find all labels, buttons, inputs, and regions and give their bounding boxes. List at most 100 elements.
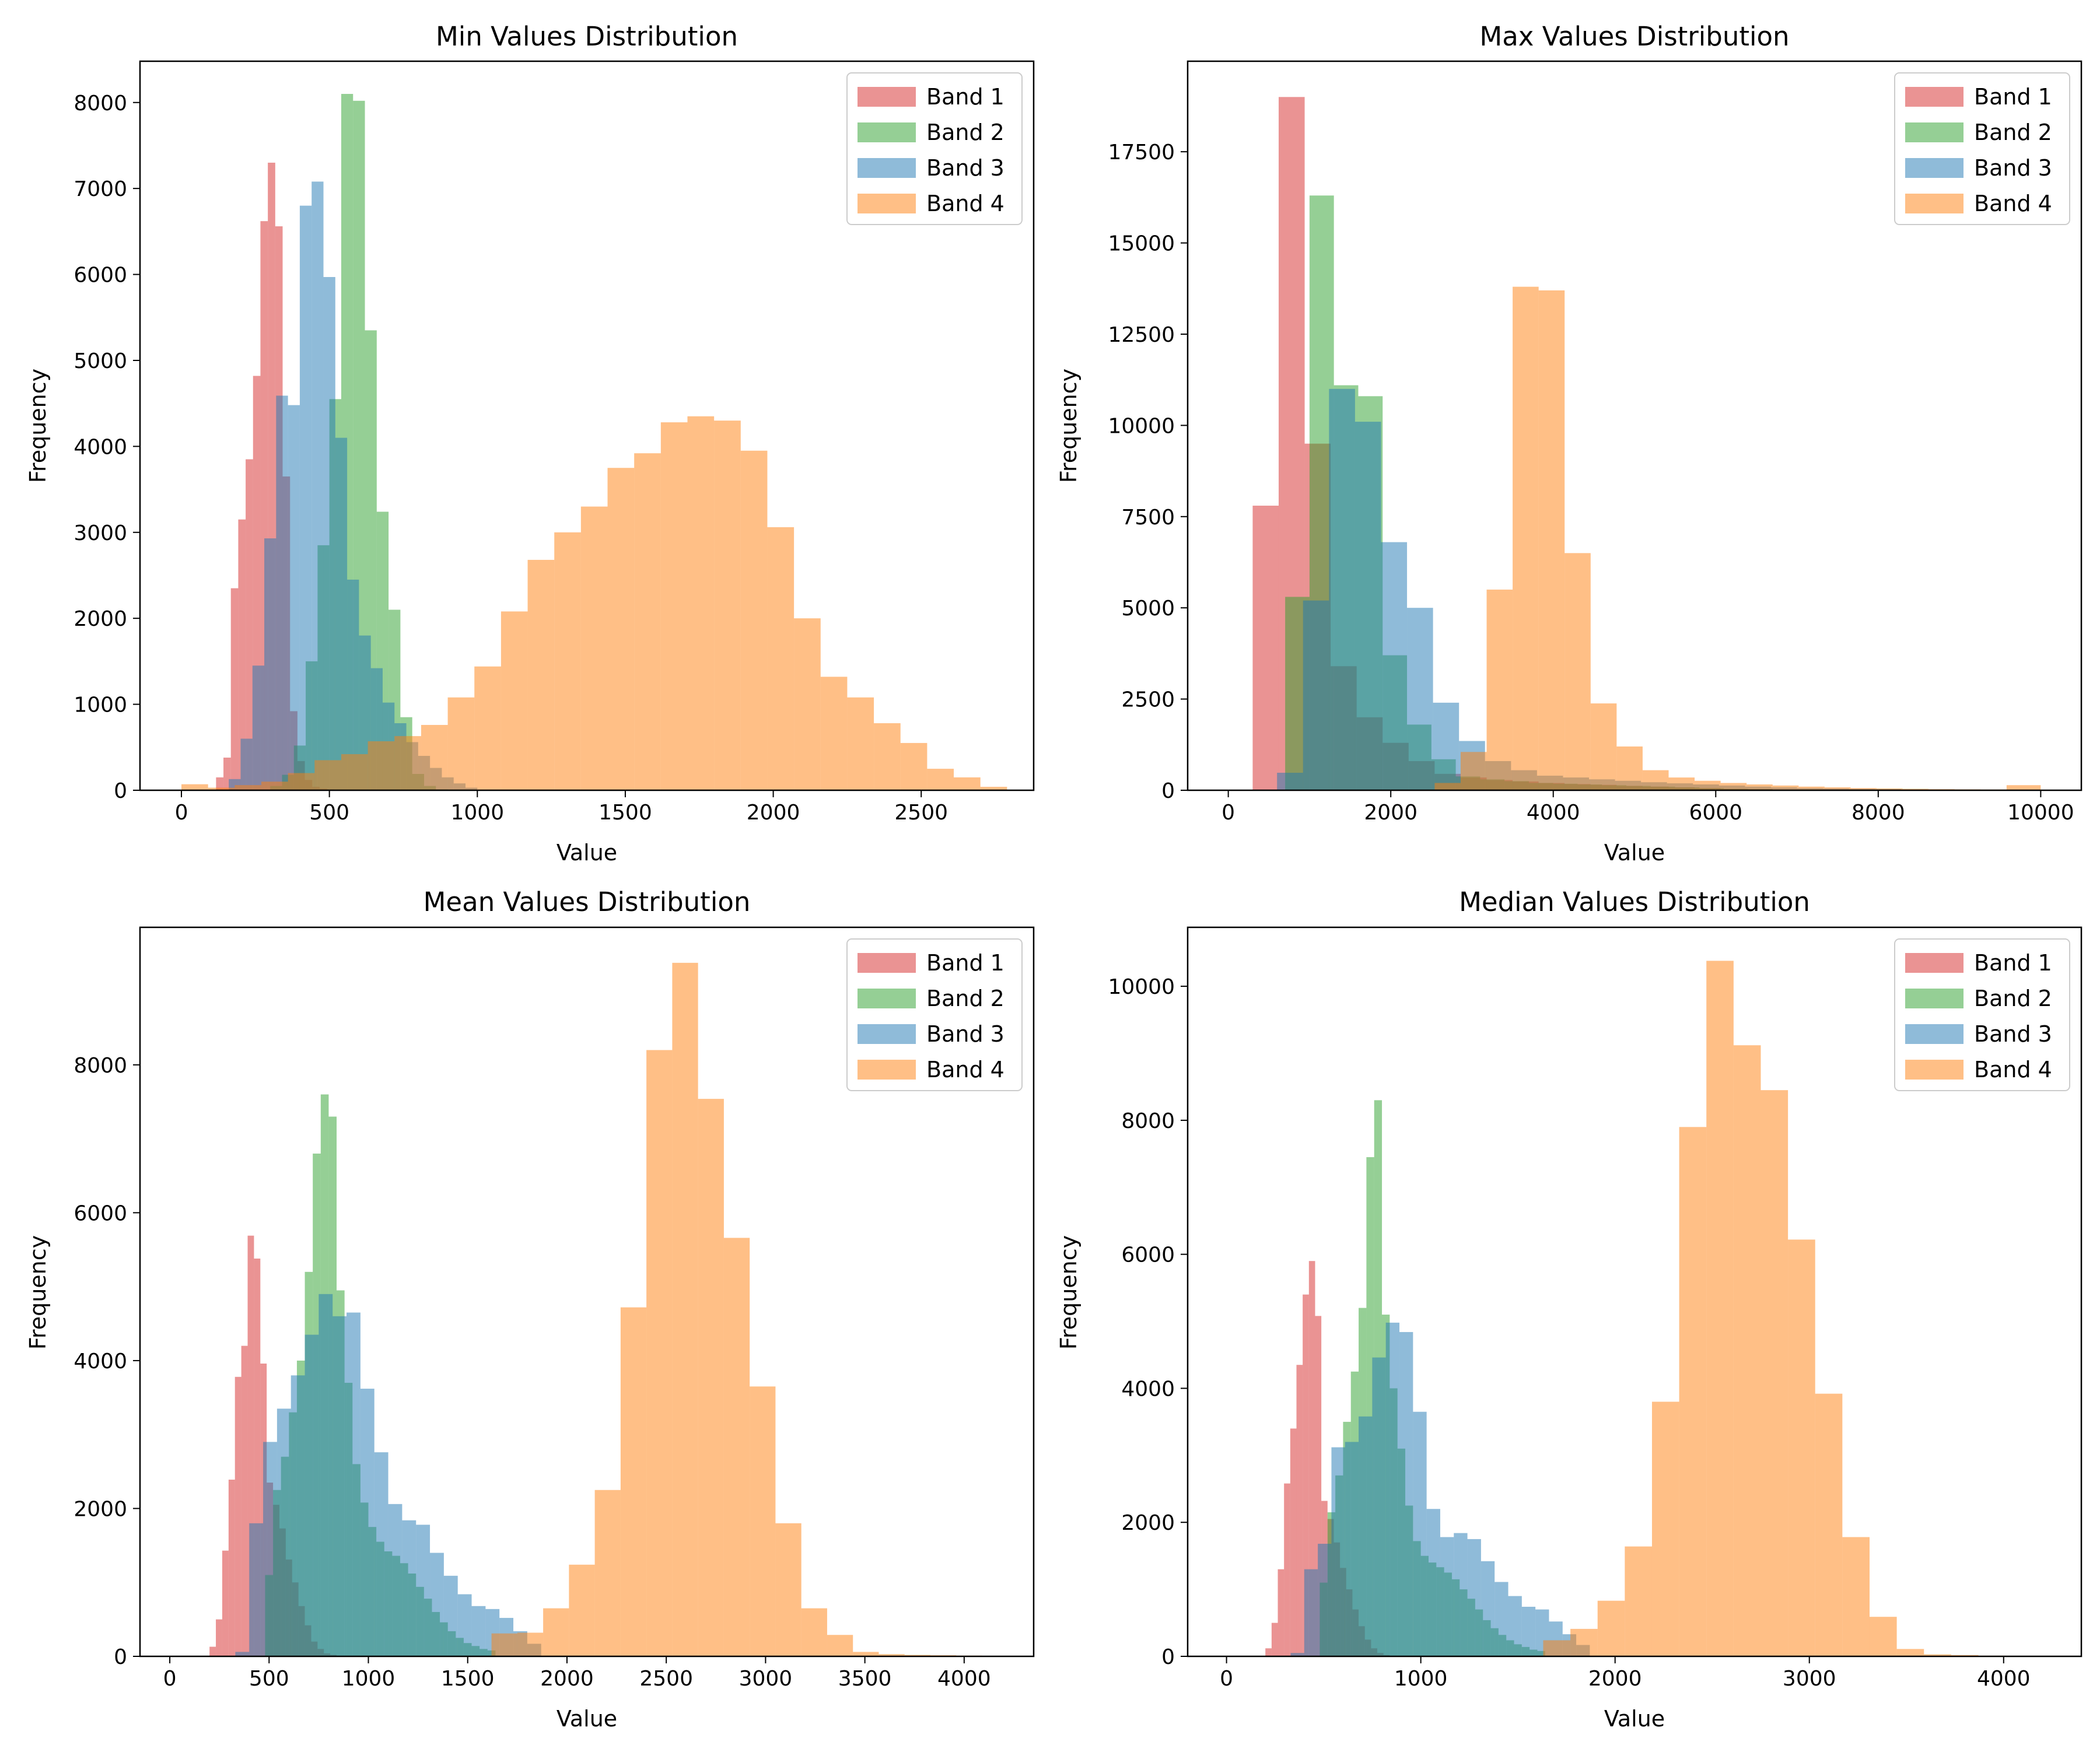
legend-label: Band 1 [1974,950,2052,976]
histogram-bar [1924,1654,1951,1656]
x-tick-label: 2500 [639,1667,693,1691]
histogram-bar [1284,1483,1290,1656]
histogram-bar [1303,600,1329,790]
bars-area [209,962,1008,1656]
histogram-bar [1467,1539,1481,1656]
histogram-bar [346,1312,360,1656]
histogram-bar [740,450,768,790]
histogram-bar [368,741,395,790]
histogram-bar [1679,1127,1707,1656]
histogram-bar [1508,1596,1522,1656]
x-axis-label: Value [556,840,617,866]
histogram-bar [249,1523,264,1656]
histogram-bar [235,1376,242,1656]
histogram-bar [927,769,954,790]
histogram-bar [714,421,741,790]
chart-title: Max Values Distribution [1479,21,1789,52]
legend-label: Band 2 [926,986,1005,1011]
x-tick-label: 2500 [894,801,948,825]
histogram-bar [1746,784,1773,790]
series-3-bars [1290,1322,1590,1656]
histogram-bar [1538,290,1565,790]
histogram-bar [980,787,1007,790]
series-4-bars [491,962,1008,1656]
histogram-bar [1304,1569,1318,1656]
y-tick-label: 10000 [1108,414,1175,438]
y-tick-label: 7500 [1121,506,1175,530]
histogram-bar [1413,1411,1427,1656]
histogram-bar [388,1504,402,1656]
histogram-bar [312,181,324,790]
histogram-bar [527,559,555,790]
y-axis-label: Frequency [25,369,51,483]
histogram-bar [954,777,981,790]
histogram-bar [2006,785,2041,790]
y-tick-label: 5000 [74,349,127,373]
histogram-bar [323,276,335,790]
histogram-bar [230,588,239,790]
histogram-bar [1896,1649,1924,1656]
histogram-bar [254,1258,261,1656]
legend-label: Band 4 [926,191,1005,216]
histogram-bar [1788,1239,1815,1656]
legend-box [1894,72,2070,225]
histogram-bar [304,1334,319,1656]
legend-label: Band 2 [926,120,1005,145]
x-tick-label: 3500 [838,1667,892,1691]
histogram-bar [1824,787,1851,790]
y-tick-label: 8000 [1121,1109,1175,1133]
histogram-bar [1772,785,1799,790]
histogram-bar [878,1654,905,1656]
x-tick-label: 6000 [1689,801,1742,825]
histogram-bar [1440,1537,1454,1656]
histogram-bar [1543,1640,1571,1656]
histogram-bar [1850,788,1877,790]
histogram-bar [264,538,276,790]
histogram-bar [904,1655,930,1656]
histogram-bar [247,1235,254,1656]
bars-area [1265,961,2033,1656]
histogram-bar [335,437,348,790]
y-tick-label: 8000 [74,1054,127,1078]
histogram-bar [276,1408,291,1656]
y-tick-label: 6000 [74,1201,127,1225]
histogram-bar [1642,770,1669,790]
median-values-chart: Median Values Distribution Value Frequen… [1056,886,2082,1732]
histogram-bar [1331,1447,1345,1656]
histogram-bar [1695,780,1721,790]
histogram-bar [1278,1569,1284,1656]
histogram-bar [246,459,253,790]
histogram-bar [687,416,715,790]
chart-title: Mean Values Distribution [424,886,751,917]
x-tick-label: 0 [1220,1667,1233,1691]
histogram-bar [1651,1401,1679,1656]
histogram-bar [1760,1090,1788,1656]
series-4-bars [1434,286,2041,790]
legend-swatch [858,989,916,1008]
legend-swatch [1905,953,1964,973]
plot-frame [1186,926,2082,1658]
x-tick-label: 0 [163,1667,177,1691]
histogram-bar [1597,1600,1625,1656]
legend-swatch [1905,989,1964,1008]
histogram-bar [1381,542,1408,790]
x-tick-label: 0 [175,801,188,825]
histogram-bar [241,1345,248,1656]
x-tick-label: 3000 [1783,1667,1836,1691]
histogram-bar [1290,1428,1297,1656]
histogram-bar [332,1316,347,1656]
y-tick-label: 0 [114,779,127,803]
histogram-bar [216,777,224,790]
y-tick-label: 2000 [1121,1511,1175,1535]
histogram-bar [594,1490,621,1656]
histogram-bar [820,677,848,790]
histogram-bar [1877,788,1903,790]
legend-label: Band 4 [1974,1057,2052,1082]
histogram-bar [543,1608,569,1656]
series-4-bars [1543,961,2033,1656]
y-tick-label: 0 [1161,779,1175,803]
legend-label: Band 4 [1974,191,2052,216]
histogram-bar [457,1594,472,1656]
legend: Band 1 Band 2 Band 3 Band 4 [846,938,1023,1091]
x-tick-label: 2000 [1588,1667,1642,1691]
